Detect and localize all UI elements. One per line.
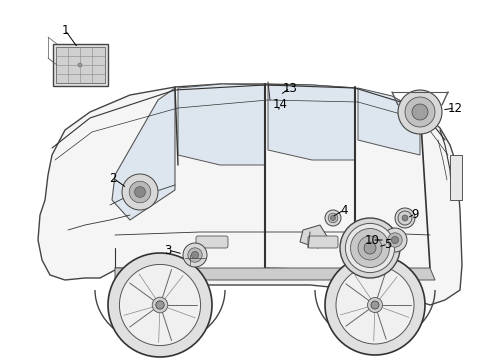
Polygon shape xyxy=(450,155,462,200)
Circle shape xyxy=(371,301,379,309)
Circle shape xyxy=(336,266,414,344)
Circle shape xyxy=(402,215,408,221)
Polygon shape xyxy=(38,84,462,305)
Bar xyxy=(52,44,107,86)
Circle shape xyxy=(398,90,442,134)
Circle shape xyxy=(325,255,425,355)
Polygon shape xyxy=(358,88,420,155)
Circle shape xyxy=(122,174,158,210)
Circle shape xyxy=(192,251,198,258)
Polygon shape xyxy=(112,88,175,220)
Circle shape xyxy=(412,104,428,120)
Circle shape xyxy=(120,265,200,346)
Circle shape xyxy=(129,181,151,203)
Bar xyxy=(55,47,104,83)
FancyBboxPatch shape xyxy=(308,236,338,248)
Circle shape xyxy=(183,243,207,267)
FancyBboxPatch shape xyxy=(196,236,228,248)
Polygon shape xyxy=(115,268,435,280)
Circle shape xyxy=(188,248,202,262)
Circle shape xyxy=(108,253,212,357)
Circle shape xyxy=(368,297,383,312)
Circle shape xyxy=(325,210,341,226)
Circle shape xyxy=(350,229,390,267)
Circle shape xyxy=(392,237,398,244)
Circle shape xyxy=(328,213,338,223)
Text: 4: 4 xyxy=(340,203,348,216)
Polygon shape xyxy=(178,84,265,165)
Circle shape xyxy=(152,297,168,313)
Polygon shape xyxy=(300,225,328,248)
Text: 13: 13 xyxy=(283,81,297,94)
Circle shape xyxy=(364,242,376,254)
Circle shape xyxy=(398,211,412,225)
Text: 5: 5 xyxy=(384,238,392,251)
Circle shape xyxy=(78,63,82,67)
Circle shape xyxy=(340,218,400,278)
Circle shape xyxy=(345,224,394,273)
Circle shape xyxy=(405,97,435,127)
Text: 3: 3 xyxy=(164,243,171,256)
Text: 9: 9 xyxy=(411,207,419,220)
Text: 10: 10 xyxy=(365,234,379,247)
Circle shape xyxy=(399,212,411,224)
Circle shape xyxy=(156,301,164,309)
Text: 12: 12 xyxy=(447,102,463,114)
Circle shape xyxy=(331,216,335,220)
Circle shape xyxy=(135,186,146,197)
Circle shape xyxy=(388,233,402,247)
Text: 14: 14 xyxy=(272,99,288,112)
Polygon shape xyxy=(268,85,355,160)
Text: 1: 1 xyxy=(61,23,69,36)
Circle shape xyxy=(395,208,415,228)
Circle shape xyxy=(383,228,407,252)
Text: 2: 2 xyxy=(109,171,117,184)
Circle shape xyxy=(358,236,382,260)
